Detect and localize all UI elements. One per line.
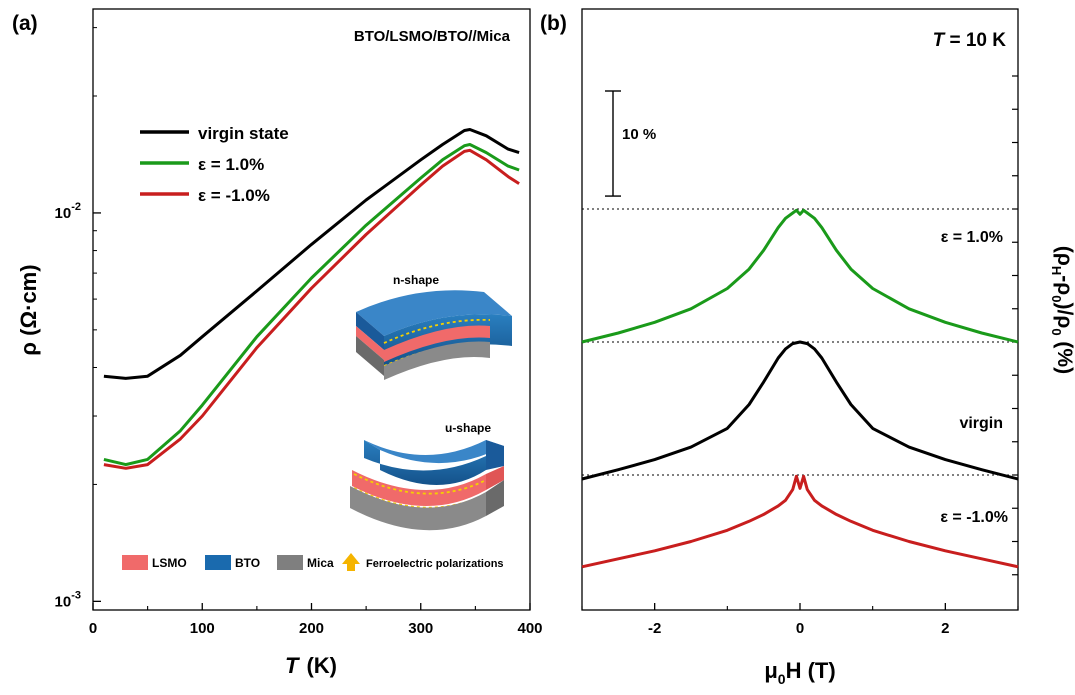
panel-a-x-axis-label: T (K) [285,653,337,678]
legend-label-virgin: virgin state [198,124,289,143]
n-shape-front-bto [356,312,384,350]
panel-b-label: (b) [540,12,567,35]
inset-legend-swatch-lsmo [122,555,148,570]
panel-b-y-axis-label: (ρH-ρ0)/ρ0 (%) [1049,246,1075,374]
panel-a-y-tick-label: 10-2 [55,201,81,222]
series-line-b-1-0 [581,208,1019,344]
legend-label-minus-strain: ε = -1.0% [198,186,270,205]
panel-b-x-axis-label: μ0H (T) [764,658,835,687]
panel-b-x-tick-label: 0 [796,620,804,637]
series-line-a-1-0 [103,148,520,470]
inset-n-shape: n-shape [356,273,512,380]
series-label-minus-strain: ε = -1.0% [940,509,1008,526]
panel-a: (a) BTO/LSMO/BTO//Mica 0 100 200 300 400 10-… [12,8,543,678]
u-shape-top-face [364,440,504,464]
series-line-b-virgin [581,340,1019,481]
legend-label-plus-strain: ε = 1.0% [198,155,264,174]
inset-legend-swatch-mica [277,555,303,570]
scale-bar-label: 10 % [622,126,656,143]
inset-legend: LSMO BTO Mica Ferroelectric polarization… [122,553,504,571]
panel-b-x-ticks: -2 0 2 [581,603,1019,637]
u-shape-side-bto [486,440,504,470]
panel-a-x-ticks: 0 100 200 300 400 [89,603,543,637]
series-label-plus-strain: ε = 1.0% [941,229,1003,246]
panel-a-label: (a) [12,12,38,35]
panel-b-x-tick-label: 2 [941,620,949,637]
u-shape-bto-layer [364,440,486,485]
panel-a-legend: virgin state ε = 1.0% ε = -1.0% [140,124,289,205]
scale-bar [605,90,621,197]
inset-label-u-shape: u-shape [445,421,491,435]
panel-a-title: BTO/LSMO/BTO//Mica [354,28,511,45]
n-shape-front-lsmo [356,326,384,360]
panel-b-annotation: T = 10 K [933,30,1007,51]
inset-legend-swatch-bto [205,555,231,570]
panel-a-x-tick-label: 400 [517,620,542,637]
panel-b: (b) T = 10 K -2 0 2 10 % ε = 1.0% virgin ε… [540,8,1075,687]
inset-legend-label-polarization: Ferroelectric polarizations [366,558,504,570]
u-shape-polarization-top [353,473,487,495]
n-shape-polarization-top [383,318,491,344]
u-shape-side-mica [486,480,504,516]
series-line-a-1-0 [103,143,520,467]
series-label-virgin: virgin [959,415,1003,432]
series-line-b-1-0 [581,474,1019,569]
polarization-arrow-icon [342,553,360,571]
u-shape-side-lsmo [486,466,504,490]
inset-legend-label-mica: Mica [307,556,334,570]
inset-label-n-shape: n-shape [393,273,439,287]
u-shape-mica-layer [350,486,486,531]
n-shape-top-face [356,290,512,336]
n-shape-mica-layer [384,341,490,380]
inset-legend-label-bto: BTO [235,556,260,570]
inset-legend-label-lsmo: LSMO [152,556,187,570]
panel-a-y-tick-label: 10-3 [55,589,81,610]
panel-a-x-tick-label: 100 [190,620,215,637]
u-shape-lsmo-layer [352,470,486,507]
panel-b-y-ticks [1012,75,1018,576]
panel-a-y-ticks: 10-2 10-3 [55,27,101,610]
panel-b-series [581,208,1019,569]
panel-b-x-tick-label: -2 [648,620,661,637]
panel-a-x-tick-label: 0 [89,620,97,637]
panel-a-x-tick-label: 300 [408,620,433,637]
n-shape-front-mica [356,336,384,376]
series-line-a-virgin-state [103,128,520,380]
panel-a-y-axis-label: ρ (Ω·cm) [16,264,41,355]
n-shape-lsmo-layer [384,325,490,362]
panel-a-series [103,128,520,470]
inset-u-shape: u-shape [350,421,504,531]
panel-a-x-tick-label: 200 [299,620,324,637]
